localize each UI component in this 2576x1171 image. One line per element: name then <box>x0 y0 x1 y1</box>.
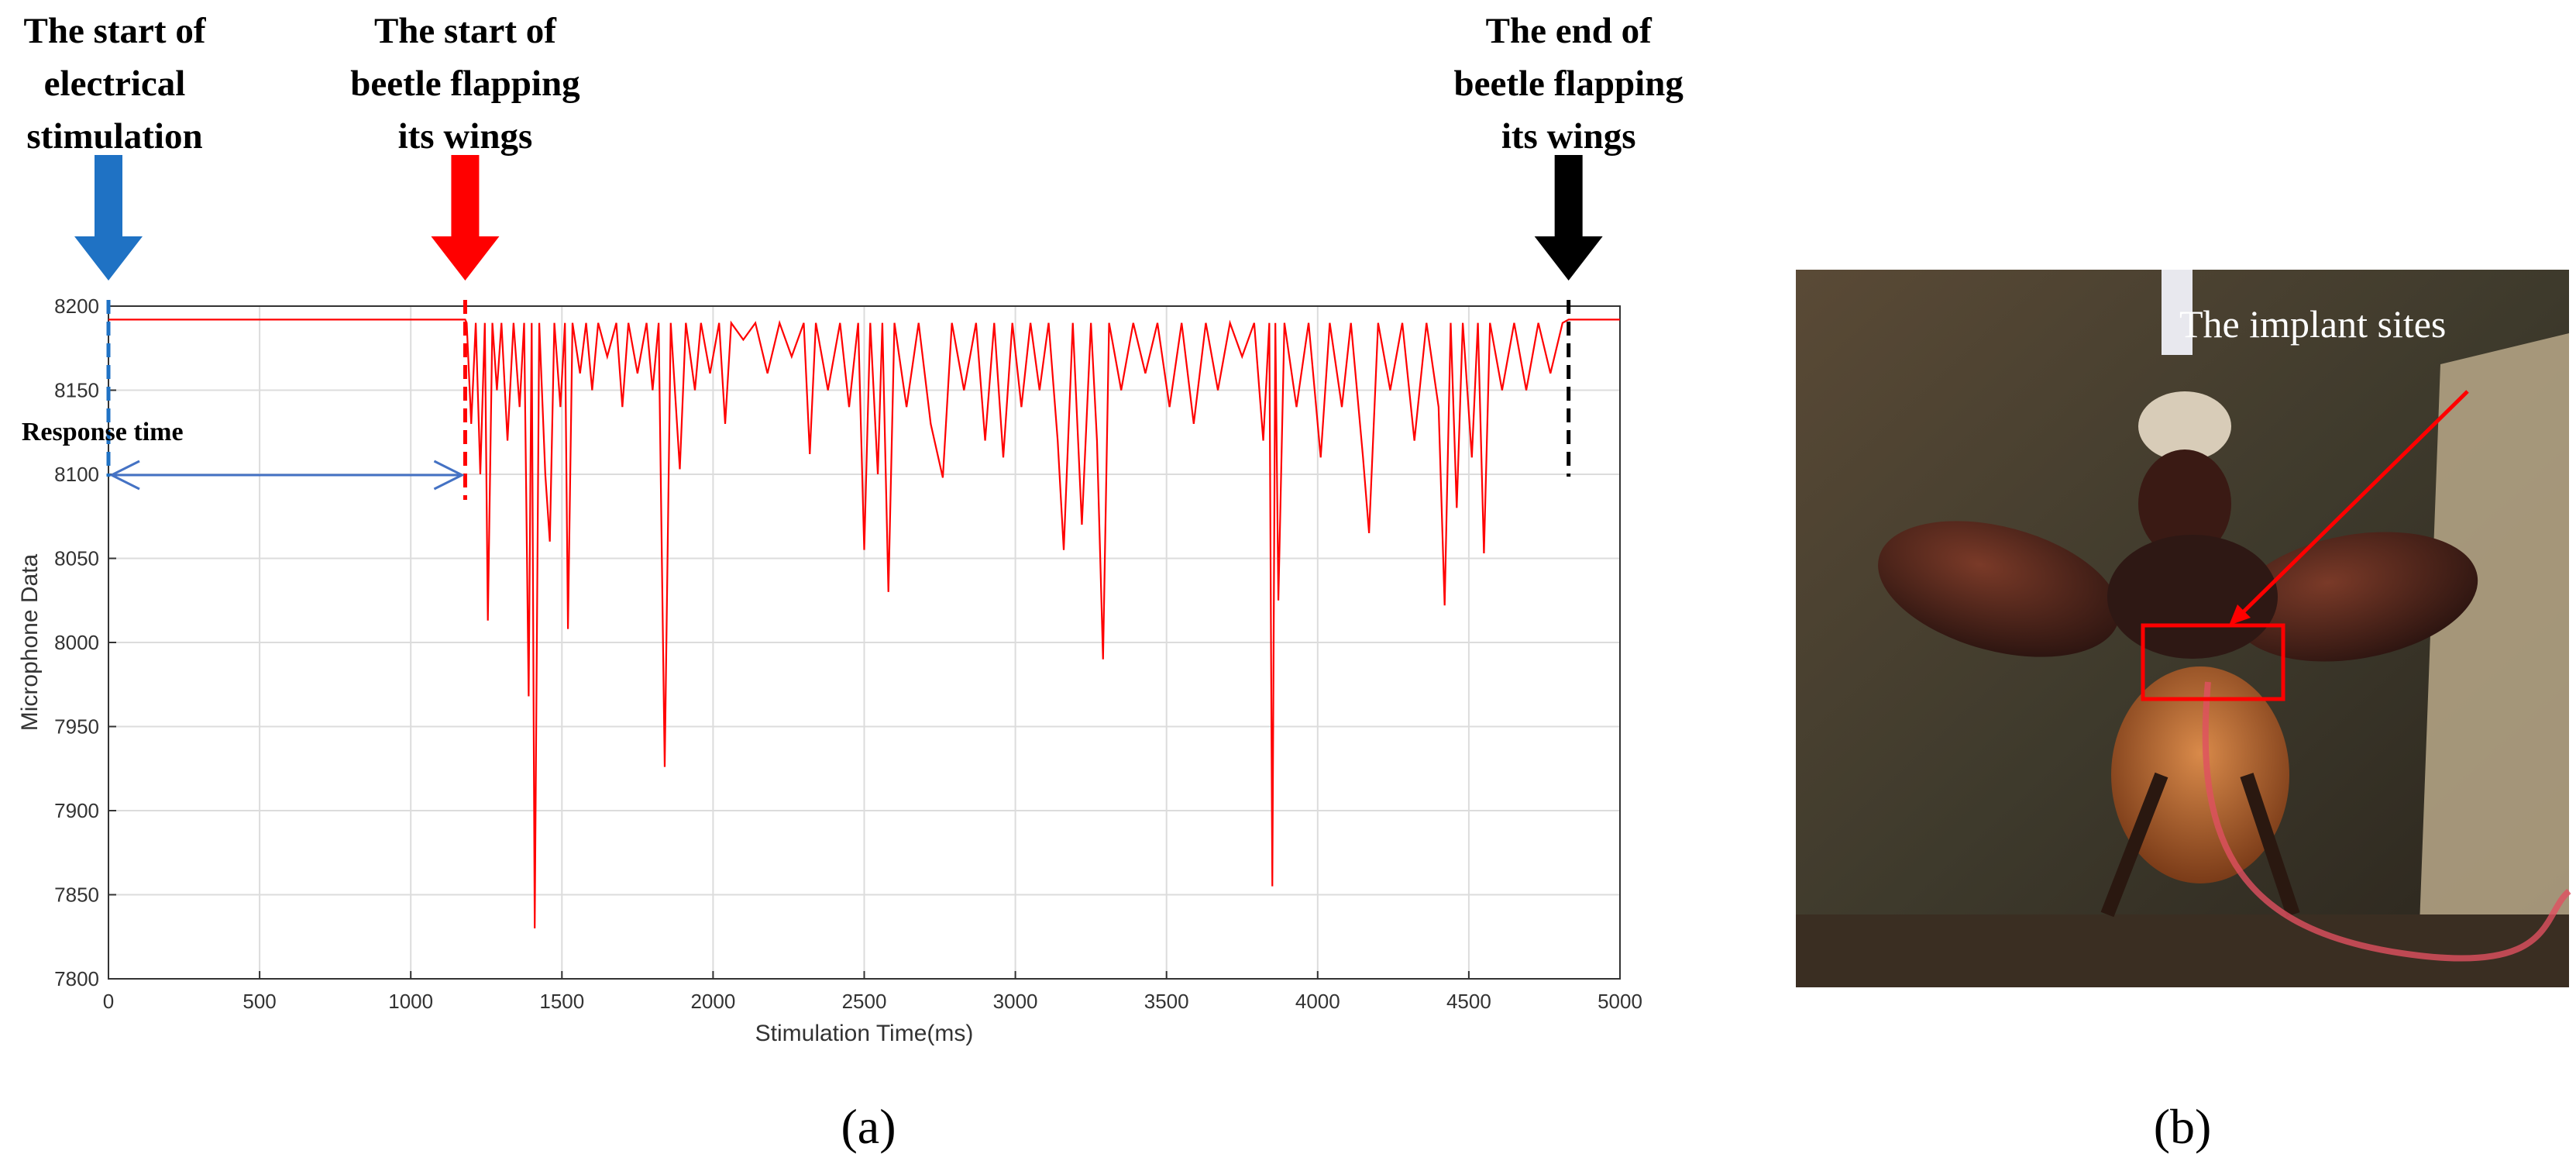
annotation-arrow <box>74 155 143 281</box>
x-tick-label: 2000 <box>690 990 735 1013</box>
annotation-text: The start of <box>24 11 207 51</box>
x-axis-label: Stimulation Time(ms) <box>755 1021 974 1046</box>
photo-string <box>2138 391 2231 461</box>
photo-legs <box>2100 772 2300 918</box>
photo: The implant sites <box>1796 270 2571 987</box>
y-tick-label: 7950 <box>54 715 99 739</box>
photo-horn <box>2138 449 2231 558</box>
implant-arrow <box>2234 390 2469 622</box>
y-axis-label: Microphone Data <box>17 553 43 731</box>
annotation-text: beetle flapping <box>350 64 580 104</box>
x-tick-label: 3500 <box>1144 990 1189 1013</box>
y-tick-label: 8100 <box>54 463 99 486</box>
implant-arrowhead <box>2229 604 2251 625</box>
panel-label: (b) <box>2154 1099 2212 1154</box>
response-arrowhead <box>108 460 465 491</box>
annotation-text: its wings <box>398 116 533 157</box>
annotation-text: its wings <box>1501 116 1636 157</box>
x-tick-label: 1500 <box>539 990 584 1013</box>
annotation-text: electrical <box>44 64 186 104</box>
data-line <box>108 319 1620 928</box>
implant-label: The implant sites <box>2179 302 2446 346</box>
annotation-text: The end of <box>1486 11 1653 51</box>
y-tick-label: 8050 <box>54 547 99 570</box>
x-tick-label: 0 <box>103 990 114 1013</box>
response-label: Response time <box>22 418 184 446</box>
panel-label: (a) <box>841 1099 896 1154</box>
photo-wall <box>2417 333 2569 987</box>
photo-floor <box>1796 914 2569 987</box>
photo-abdomen <box>2111 666 2289 883</box>
annotation-text: The start of <box>374 11 557 51</box>
implant-box <box>2141 623 2285 701</box>
annotation-arrow <box>1534 155 1603 281</box>
photo-thorax <box>2107 535 2278 659</box>
annotation-arrow <box>431 155 500 281</box>
x-tick-label: 4500 <box>1446 990 1491 1013</box>
photo-wire <box>2202 681 2571 962</box>
y-tick-label: 8200 <box>54 294 99 318</box>
annotation-text: beetle flapping <box>1453 64 1684 104</box>
y-tick-label: 7800 <box>54 967 99 990</box>
plot-frame <box>108 305 1621 980</box>
x-tick-label: 1000 <box>388 990 433 1013</box>
x-tick-label: 500 <box>242 990 276 1013</box>
photo-wing-left <box>1878 521 2120 657</box>
chart: 7800 7850 7900 7950 8000 8050 8100 8150 8200 0 500… <box>17 11 1684 1046</box>
y-tick-label: 7850 <box>54 883 99 907</box>
y-tick-label: 7900 <box>54 799 99 822</box>
x-tick-label: 2500 <box>842 990 887 1013</box>
x-tick-label: 3000 <box>993 990 1038 1013</box>
y-tick-label: 8150 <box>54 379 99 402</box>
y-tick-label: 8000 <box>54 631 99 654</box>
x-tick-label: 5000 <box>1598 990 1642 1013</box>
annotation-text: stimulation <box>26 116 202 157</box>
x-tick-label: 4000 <box>1295 990 1340 1013</box>
photo-holder <box>2162 270 2193 355</box>
